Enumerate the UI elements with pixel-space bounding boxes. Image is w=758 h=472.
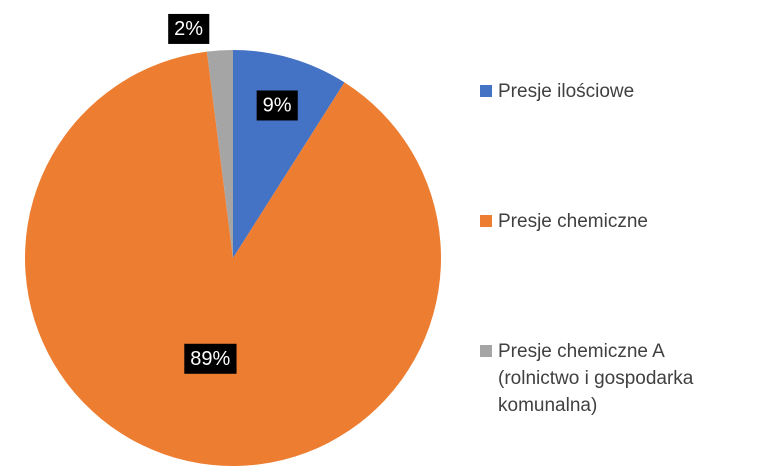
legend-label: Presje chemiczne A (rolnictwo i gospodar…: [498, 341, 694, 416]
legend-label: Presje chemiczne: [498, 211, 648, 232]
legend-item: Presje ilościowe: [480, 78, 750, 105]
pie-slice: [24, 51, 442, 467]
data-label-text: 89%: [190, 348, 230, 370]
data-label-bg: [168, 13, 210, 44]
legend-label: Presje ilościowe: [498, 81, 635, 102]
pie-area: 9% 89% 2%: [24, 13, 442, 467]
legend-swatch: [480, 85, 492, 97]
data-label: 89%: [184, 343, 237, 374]
data-label: 9%: [256, 90, 298, 121]
legend-item: Presje chemiczne A (rolnictwo i gospodar…: [480, 338, 750, 419]
data-label: 2%: [168, 13, 210, 44]
legend-swatch: [480, 345, 492, 357]
data-label-bg: [256, 90, 298, 121]
pie-slice: [206, 50, 233, 258]
data-label-text: 2%: [174, 18, 203, 40]
legend-item: Presje chemiczne: [480, 208, 750, 235]
legend-swatch: [480, 215, 492, 227]
data-label-text: 9%: [263, 94, 292, 116]
data-label-bg: [184, 343, 237, 374]
